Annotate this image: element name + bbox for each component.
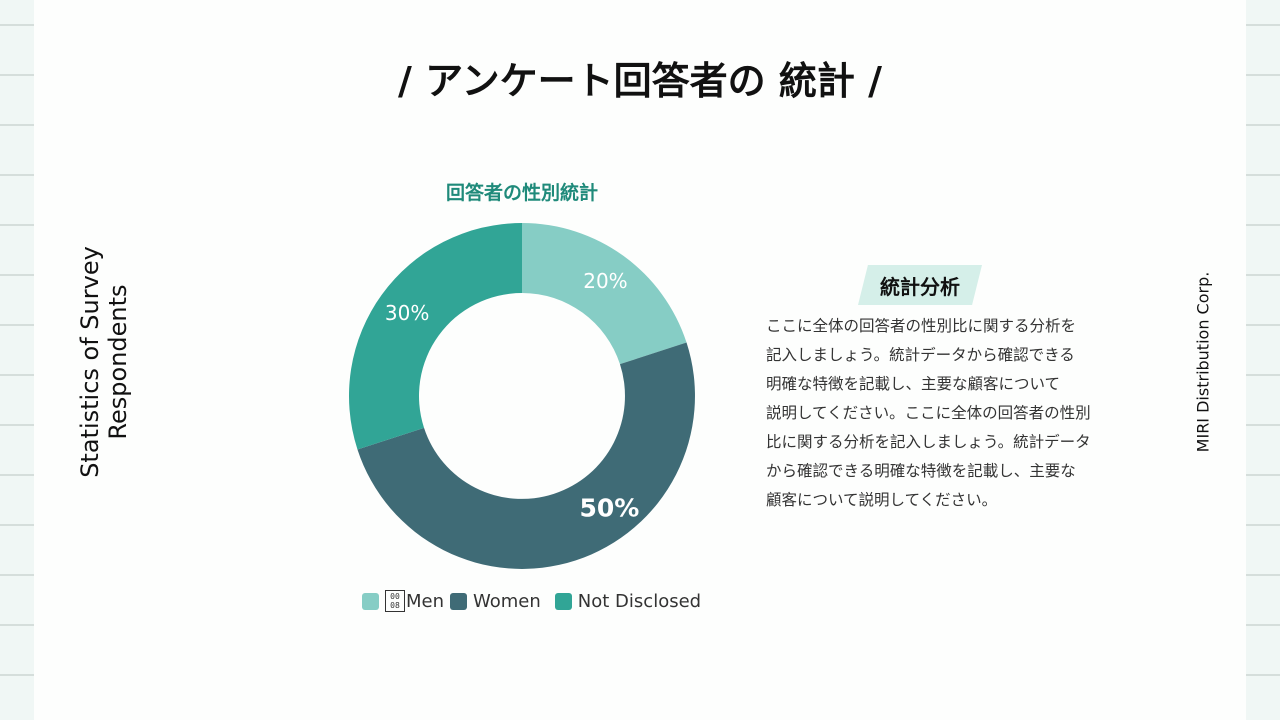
legend-swatch-men	[362, 592, 379, 610]
legend-swatch-women	[450, 592, 468, 610]
donut-slice-not-disclosed	[349, 223, 522, 450]
slice-label-women: 50%	[579, 493, 640, 523]
analysis-heading: 統計分析	[858, 265, 982, 305]
slice-label-not-disclosed: 30%	[384, 300, 430, 325]
left-decorative-strip	[0, 0, 34, 720]
analysis-line: 顧客について説明してください。	[766, 491, 998, 509]
side-title: Statistics of Survey Respondents	[76, 246, 132, 478]
chart-title: 回答者の性別統計	[445, 182, 598, 204]
page-title: / アンケート回答者の 統計 /	[398, 59, 882, 103]
donut-slice-women	[357, 342, 695, 569]
donut-slice-men	[522, 223, 687, 365]
legend-item-men: 00 08 Men	[362, 590, 444, 612]
analysis-heading-background	[858, 265, 982, 305]
analysis-heading-text: 統計分析	[880, 274, 960, 299]
analysis-line: 説明してください。ここに全体の回答者の性別	[766, 404, 1091, 422]
legend-label-men: Men	[406, 590, 445, 612]
missing-glyph-icon: 00 08	[385, 590, 405, 612]
analysis-line: 比に関する分析を記入しましょう。統計データ	[766, 433, 1091, 451]
analysis-line: 記入しましょう。統計データから確認できる	[766, 346, 1075, 364]
donut-chart: 20% 50% 30%	[342, 216, 702, 576]
side-title-line-1: Statistics of Survey	[76, 246, 104, 478]
company-name: MIRI Distribution Corp.	[1193, 271, 1213, 453]
legend-item-not-disclosed: Not Disclosed	[554, 590, 702, 612]
legend-item-women: Women	[450, 591, 541, 612]
analysis-line: から確認できる明確な特徴を記載し、主要な	[766, 462, 1076, 480]
analysis-body: ここに全体の回答者の性別比に関する分析を 記入しましょう。統計データから確認でき…	[766, 312, 1106, 515]
side-title-line-2: Respondents	[104, 284, 132, 440]
legend-label-not-disclosed: Not Disclosed	[577, 590, 702, 612]
analysis-line: 明確な特徴を記載し、主要な顧客について	[766, 375, 1061, 393]
legend-label-women: Women	[473, 590, 541, 612]
analysis-line: ここに全体の回答者の性別比に関する分析を	[766, 317, 1077, 335]
donut-chart-graphic	[349, 223, 695, 569]
slice-label-men: 20%	[583, 269, 628, 294]
legend-swatch-not-disclosed	[554, 592, 572, 610]
right-decorative-strip	[1246, 0, 1280, 720]
chart-legend: 00 08 Men Women Not Disclosed	[362, 590, 715, 612]
